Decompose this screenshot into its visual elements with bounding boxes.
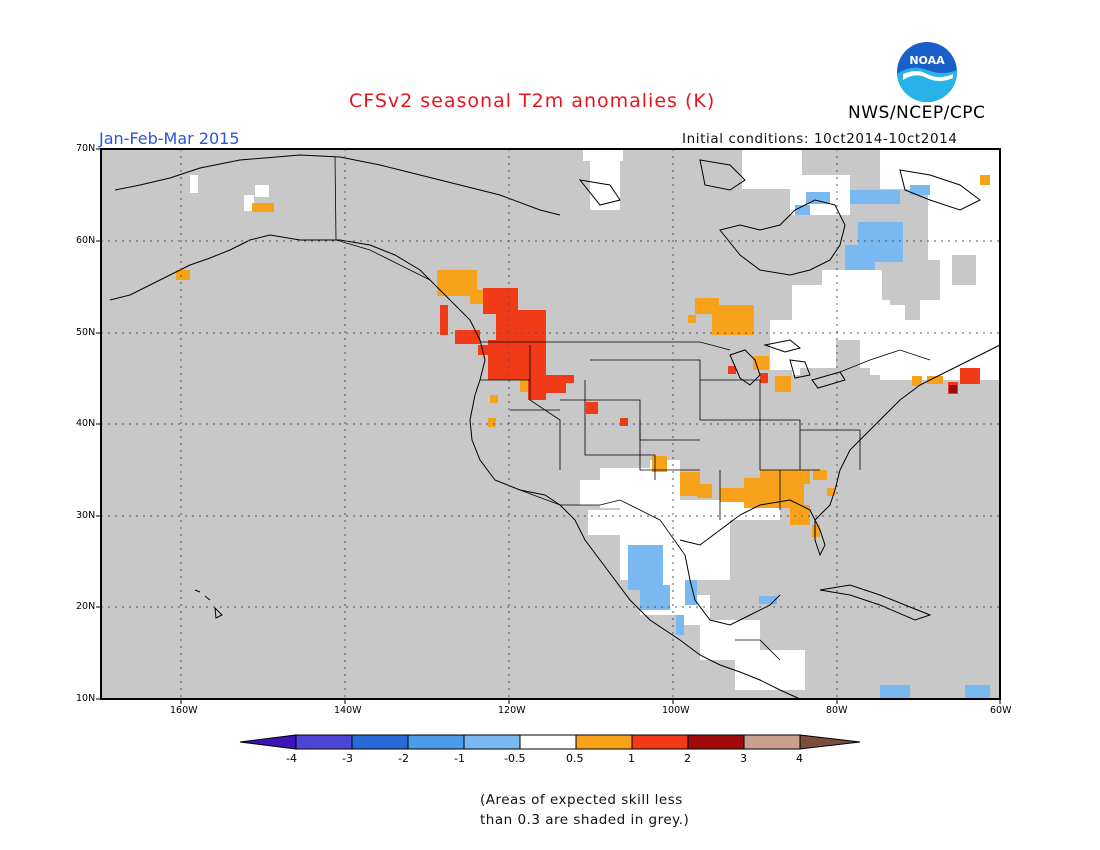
season-label: Jan-Feb-Mar 2015 [99,129,240,148]
colorbar-label: 3 [740,752,747,765]
lat-label: 10N [76,693,96,704]
colorbar-label: -4 [286,752,297,765]
lon-label: 120W [498,705,526,716]
logo-text: NOAA [909,54,945,67]
colorbar-label: -1 [454,752,465,765]
lon-label: 100W [662,705,690,716]
colorbar-swatch [687,734,745,750]
initial-conditions: Initial conditions: 10ct2014-10ct2014 [682,131,958,147]
noaa-logo: NOAA [895,40,959,108]
colorbar-swatch [351,734,409,750]
lat-label: 30N [76,510,96,521]
colorbar-swatch [575,734,633,750]
colorbar-swatch [519,734,577,750]
light-blue-regions [628,185,990,699]
colorbar-label: -2 [398,752,409,765]
colorbar [239,734,861,750]
colorbar-swatch [295,734,353,750]
colorbar-label: 0.5 [566,752,584,765]
dark-red-regions [949,385,957,393]
red-regions [440,288,980,426]
colorbar-arrow-left [239,734,297,750]
political-borders [334,156,931,661]
colorbar-label: -3 [342,752,353,765]
colorbar-arrow-right [799,734,861,750]
colorbar-label: 1 [628,752,635,765]
colorbar-label: 2 [684,752,691,765]
colorbar-swatch [463,734,521,750]
colorbar-swatch [631,734,689,750]
agency-label: NWS/NCEP/CPC [848,103,986,123]
lat-label: 50N [76,327,96,338]
colorbar-label: -0.5 [504,752,526,765]
footnote-line-2: than 0.3 are shaded in grey.) [480,812,690,828]
lat-label: 60N [76,235,96,246]
lon-label: 60W [990,705,1012,716]
graticule [101,149,1000,699]
chart-title: CFSv2 seasonal T2m anomalies (K) [349,90,716,112]
lon-label: 140W [334,705,362,716]
lon-label: 160W [170,705,198,716]
lat-label: 20N [76,601,96,612]
skill-footnote: (Areas of expected skill less than 0.3 a… [480,790,689,830]
axis-ticks [96,148,1001,704]
lon-label: 80W [826,705,848,716]
coastlines [109,154,1001,700]
footnote-line-1: (Areas of expected skill less [480,792,683,808]
colorbar-label: 4 [796,752,803,765]
orange-regions [176,175,990,537]
lat-label: 70N [76,143,96,154]
colorbar-swatch [743,734,801,750]
colorbar-swatch [407,734,465,750]
lat-label: 40N [76,418,96,429]
